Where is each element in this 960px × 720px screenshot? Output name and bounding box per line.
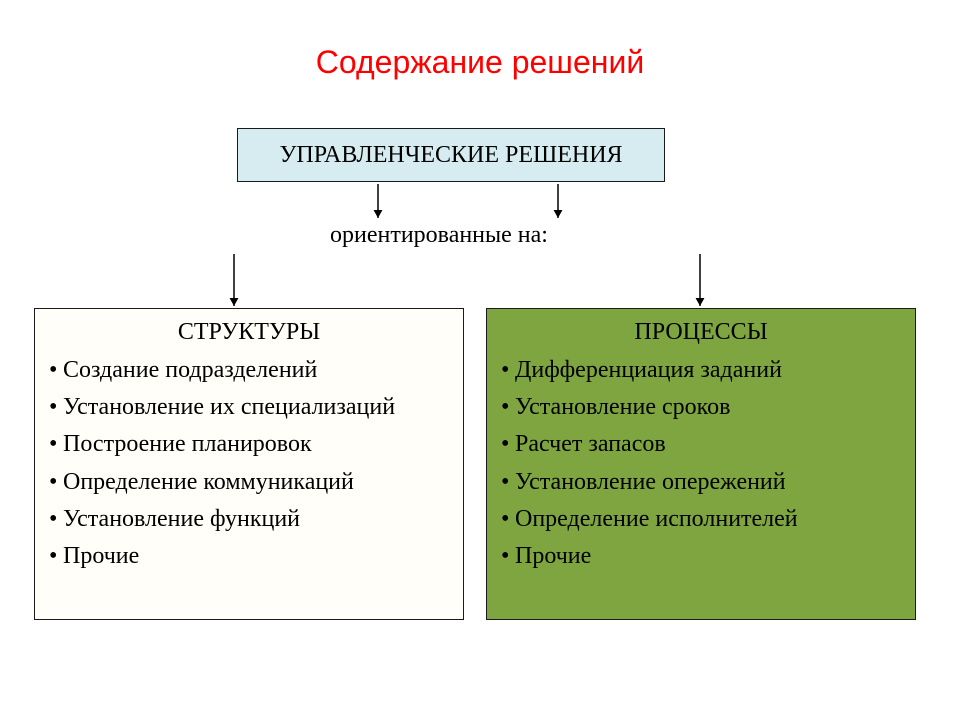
arrow-bottom-left bbox=[226, 254, 242, 314]
list-item: Установление их специализаций bbox=[49, 389, 449, 426]
list-item: Построение планировок bbox=[49, 426, 449, 463]
list-item: Расчет запасов bbox=[501, 426, 901, 463]
arrow-bottom-right bbox=[692, 254, 708, 314]
list-item: Прочие bbox=[49, 538, 449, 575]
right-branch-list: Дифференциация заданийУстановление сроко… bbox=[501, 352, 901, 575]
list-item: Определение коммуникаций bbox=[49, 464, 449, 501]
left-branch-header: СТРУКТУРЫ bbox=[49, 319, 449, 346]
root-box: УПРАВЛЕНЧЕСКИЕ РЕШЕНИЯ bbox=[237, 128, 665, 182]
right-branch-box: ПРОЦЕССЫ Дифференциация заданийУстановле… bbox=[486, 308, 916, 620]
slide-title: Содержание решений bbox=[0, 44, 960, 81]
list-item: Установление опережений bbox=[501, 464, 901, 501]
left-branch-box: СТРУКТУРЫ Создание подразделенийУстановл… bbox=[34, 308, 464, 620]
list-item: Дифференциация заданий bbox=[501, 352, 901, 389]
arrow-top-right bbox=[550, 184, 566, 226]
list-item: Создание подразделений bbox=[49, 352, 449, 389]
arrow-top-left bbox=[370, 184, 386, 226]
list-item: Установление функций bbox=[49, 501, 449, 538]
right-branch-header: ПРОЦЕССЫ bbox=[501, 319, 901, 346]
root-box-label: УПРАВЛЕНЧЕСКИЕ РЕШЕНИЯ bbox=[279, 142, 622, 169]
list-item: Установление сроков bbox=[501, 389, 901, 426]
list-item: Прочие bbox=[501, 538, 901, 575]
left-branch-list: Создание подразделенийУстановление их сп… bbox=[49, 352, 449, 575]
mid-label: ориентированные на: bbox=[330, 222, 548, 249]
list-item: Определение исполнителей bbox=[501, 501, 901, 538]
